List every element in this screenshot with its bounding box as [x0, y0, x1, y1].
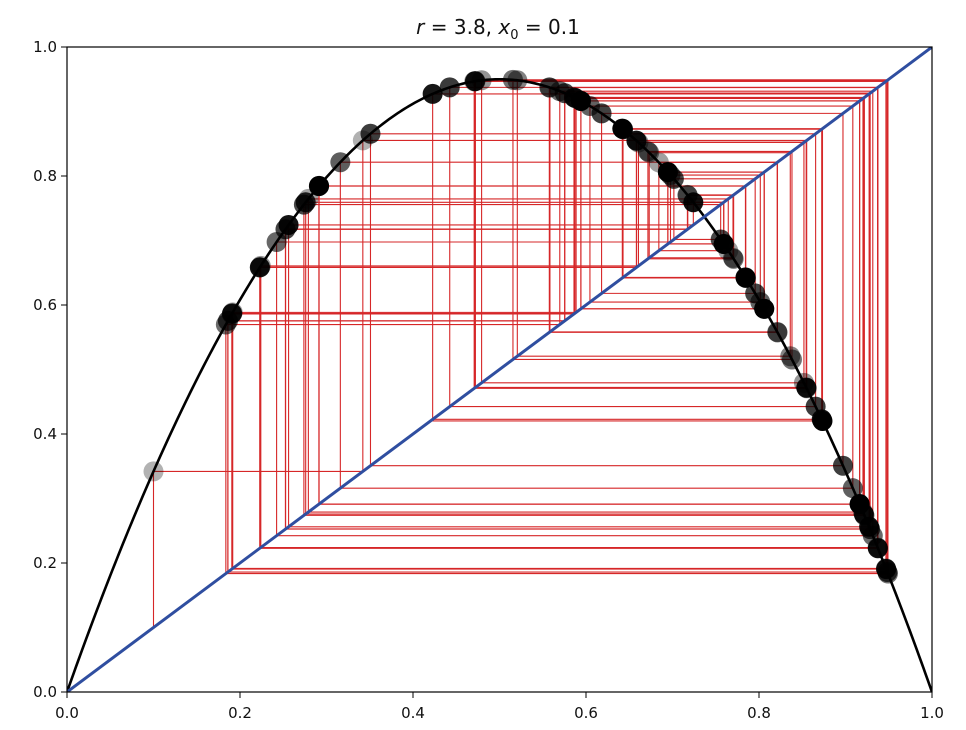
iterate-point [867, 538, 888, 559]
iterate-point [266, 231, 287, 252]
iterate-point [713, 233, 734, 254]
iterate-point [464, 71, 485, 92]
iterate-point [570, 90, 591, 111]
iterate-point [781, 349, 802, 370]
iterate-point [143, 461, 164, 482]
iterate-point [278, 214, 299, 235]
iterate-point [767, 322, 788, 343]
title-r-value: = 3.8, [424, 15, 498, 39]
x-tick-label: 1.0 [920, 704, 944, 722]
iterate-point [626, 130, 647, 151]
iterate-point [832, 455, 853, 476]
x-tick-label: 0.2 [228, 704, 252, 722]
iterate-point [222, 303, 243, 324]
title-x-symbol: x [497, 15, 510, 39]
iterate-point [330, 152, 351, 173]
iterate-point [842, 478, 863, 499]
iterate-point [876, 558, 897, 579]
iterate-point [295, 192, 316, 213]
iterate-point [309, 175, 330, 196]
iterate-point [591, 103, 612, 124]
iterate-point [539, 77, 560, 98]
identity-line [67, 47, 932, 692]
y-tick-label: 0.2 [33, 554, 57, 572]
iterate-point [612, 118, 633, 139]
iterate-point [723, 248, 744, 269]
iterate-point [657, 162, 678, 183]
iterate-point [439, 77, 460, 98]
iterate-point [735, 267, 756, 288]
iterate-point [422, 83, 443, 104]
x-tick-label: 0.4 [401, 704, 425, 722]
axes-frame [66, 46, 933, 693]
iterate-point [812, 410, 833, 431]
iterate-point [745, 283, 766, 304]
x-tick-label: 0.0 [55, 704, 79, 722]
title-x-subscript: 0 [510, 28, 518, 43]
iterate-point [849, 494, 870, 515]
x-tick-label: 0.8 [747, 704, 771, 722]
x-axis: 0.0 0.2 0.4 0.6 0.8 1.0 [55, 692, 944, 722]
x-tick-label: 0.6 [574, 704, 598, 722]
iterate-point [502, 69, 523, 90]
title-r-symbol: r [416, 15, 426, 39]
iterate-point [360, 123, 381, 144]
iterate-point [754, 298, 775, 319]
chart-title: r = 3.8, x0 = 0.1 [416, 15, 580, 43]
y-tick-label: 1.0 [33, 38, 57, 56]
y-tick-label: 0.6 [33, 296, 57, 314]
iterate-points [143, 69, 898, 584]
cobweb-series [152, 79, 889, 628]
plot-area [67, 47, 932, 692]
iterate-point [859, 516, 880, 537]
y-tick-label: 0.8 [33, 167, 57, 185]
title-x0-value: = 0.1 [519, 15, 580, 39]
iterate-point [683, 192, 704, 213]
y-tick-label: 0.4 [33, 425, 57, 443]
iterate-point [249, 257, 270, 278]
iterate-point [796, 377, 817, 398]
y-tick-label: 0.0 [33, 683, 57, 701]
y-axis: 0.0 0.2 0.4 0.6 0.8 1.0 [33, 38, 67, 701]
